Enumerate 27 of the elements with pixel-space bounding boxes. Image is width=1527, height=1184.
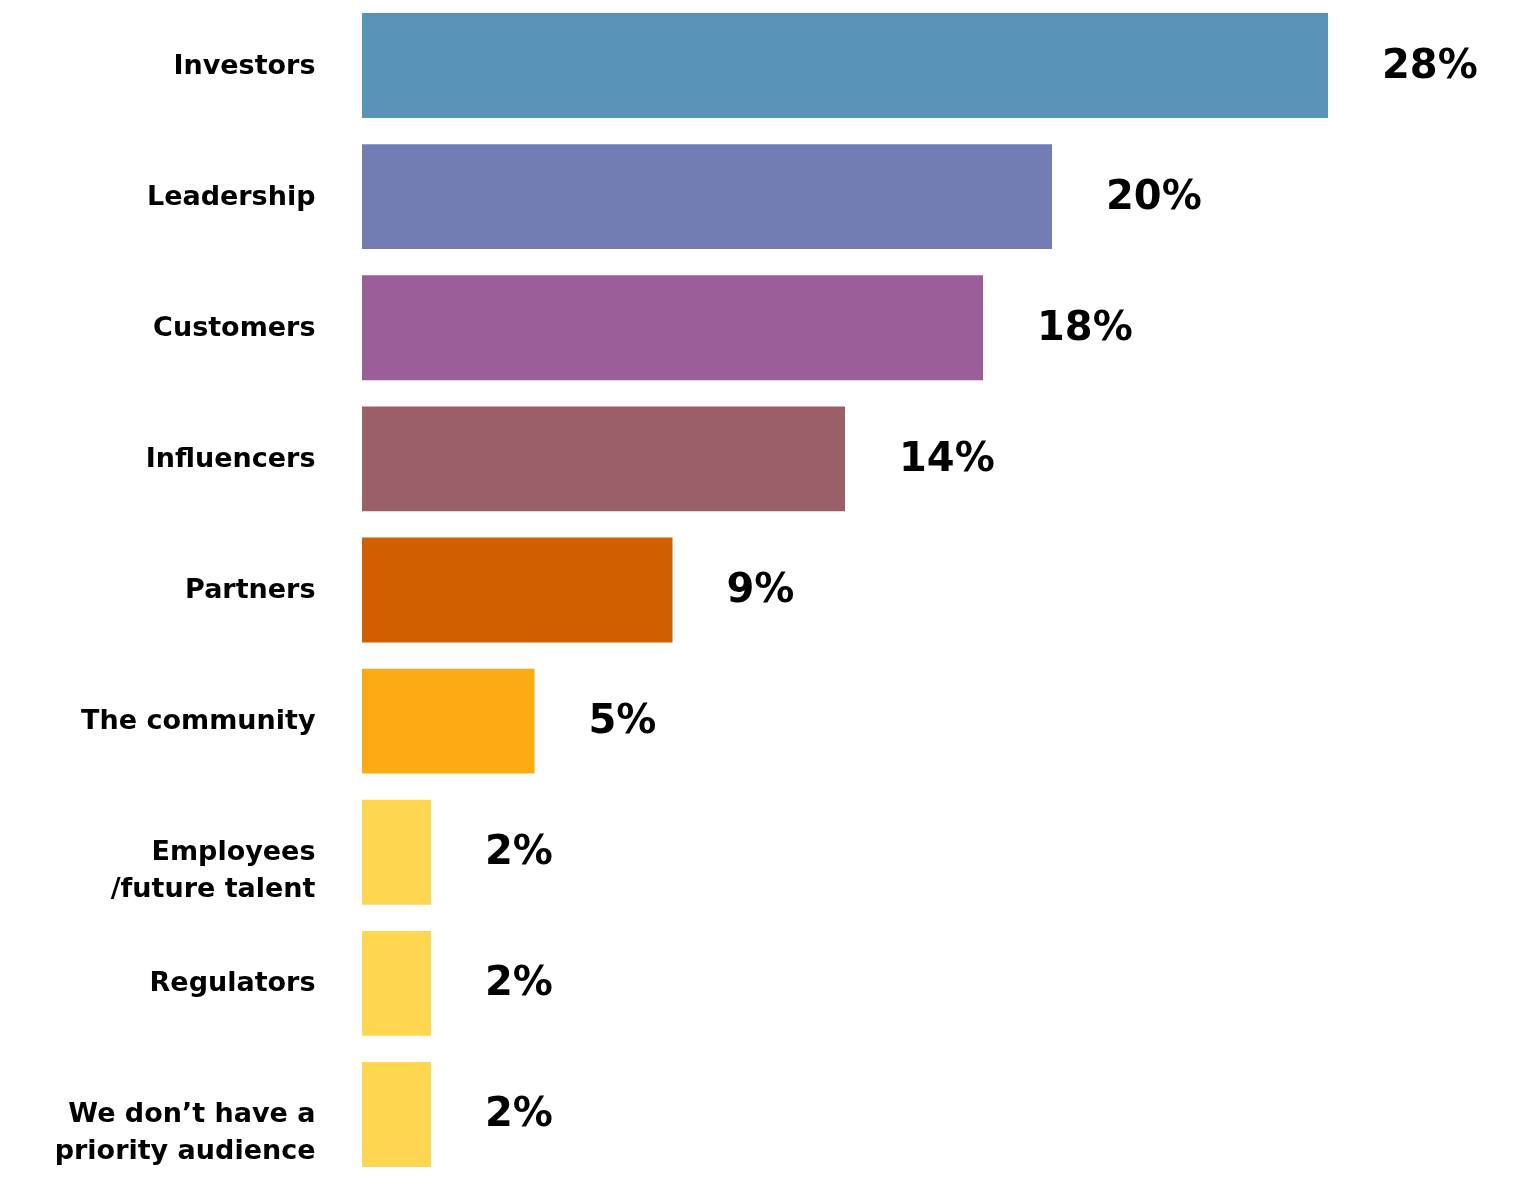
data-label: 2%: [485, 958, 553, 1005]
bar: [362, 930, 431, 1036]
y-tick-label: Investors: [173, 48, 316, 80]
bar: [362, 275, 983, 381]
bar: [362, 537, 673, 643]
data-label: 14%: [899, 433, 995, 480]
bar: [362, 668, 535, 774]
data-label: 28%: [1382, 40, 1478, 87]
data-label: 9%: [726, 565, 795, 611]
data-label: 5%: [588, 696, 657, 743]
bar: [362, 799, 431, 905]
bar: [362, 406, 845, 512]
y-tick-label: Leadership: [146, 179, 316, 211]
y-tick-label: We don’t have a priority audience: [54, 1097, 316, 1166]
data-label: 20%: [1106, 171, 1202, 218]
bar: [362, 13, 1328, 118]
y-tick-label: Influencers: [145, 441, 316, 473]
data-label: 18%: [1037, 302, 1133, 349]
data-label: 2%: [485, 1089, 553, 1136]
y-tick-label: Partners: [185, 573, 316, 604]
bar: [362, 1062, 431, 1167]
bar: [362, 144, 1052, 250]
y-tick-label: Customers: [153, 310, 316, 342]
y-tick-label: Regulators: [149, 966, 316, 998]
y-tick-label: The community: [81, 704, 316, 736]
data-label: 2%: [485, 827, 553, 874]
y-tick-label: Employees /future talent: [110, 835, 316, 904]
